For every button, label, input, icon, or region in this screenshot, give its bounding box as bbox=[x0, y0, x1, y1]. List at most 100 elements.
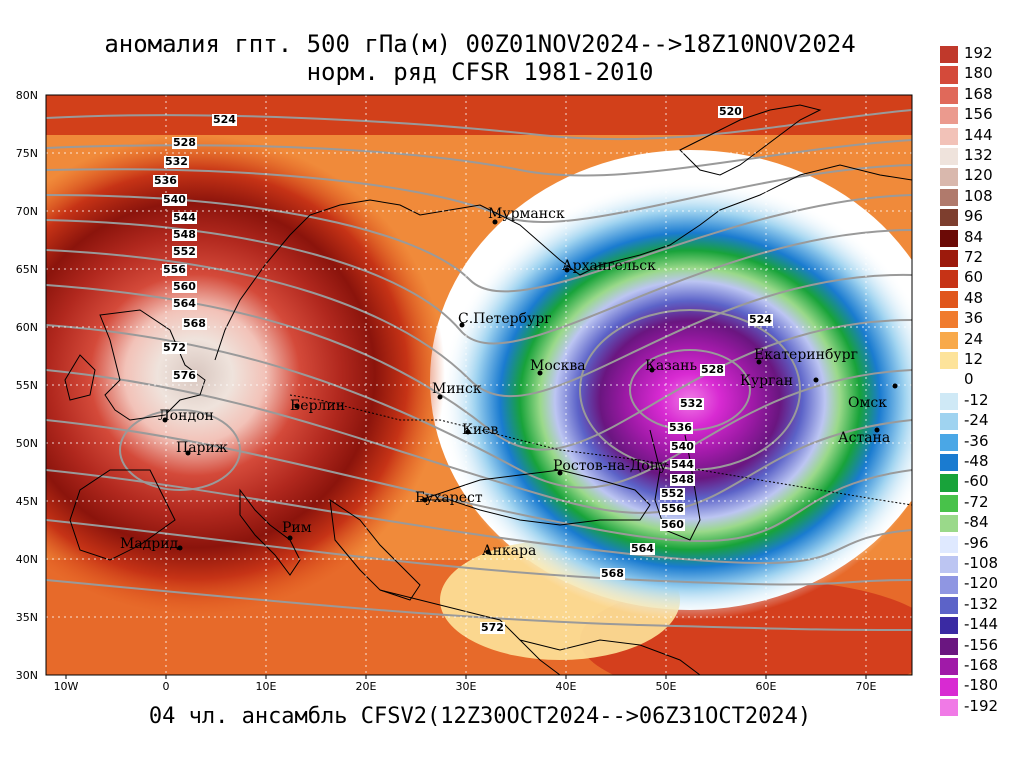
legend-label: -24 bbox=[964, 411, 989, 430]
legend-swatch bbox=[940, 270, 958, 288]
city-astana: Астана bbox=[838, 430, 891, 446]
legend-label: 36 bbox=[964, 309, 984, 328]
legend-swatch bbox=[940, 352, 958, 370]
contour-label: 564 bbox=[172, 297, 197, 310]
contour-label: 524 bbox=[212, 113, 237, 126]
legend-label: 180 bbox=[964, 64, 993, 83]
legend-label: 24 bbox=[964, 329, 984, 348]
lat-label: 35N bbox=[15, 611, 38, 624]
contour-label: 536 bbox=[153, 174, 178, 187]
city-murmansk: Мурманск bbox=[488, 206, 565, 222]
contour-label: 540 bbox=[162, 193, 187, 206]
legend-label: 108 bbox=[964, 186, 993, 205]
legend-label: -36 bbox=[964, 431, 989, 450]
city-arkhangelsk: Архангельск bbox=[562, 258, 656, 274]
legend-swatch bbox=[940, 46, 958, 64]
city-kazan: Казань bbox=[645, 358, 698, 374]
legend-label: -156 bbox=[964, 635, 999, 654]
legend-label: 144 bbox=[964, 125, 993, 144]
lat-label: 60N bbox=[15, 321, 38, 334]
legend-label: -108 bbox=[964, 554, 999, 572]
contour-label: 560 bbox=[172, 280, 197, 293]
ensemble-caption: 04 чл. ансамбль CFSV2(12Z30OCT2024-->06Z… bbox=[148, 704, 812, 729]
city-moscow: Москва bbox=[530, 358, 586, 374]
legend-swatch bbox=[940, 168, 958, 186]
city-madrid: Мадрид bbox=[120, 536, 179, 552]
contour-label: 548 bbox=[172, 228, 197, 241]
legend-label: 84 bbox=[964, 227, 984, 246]
city-markers bbox=[162, 219, 898, 555]
lat-label: 40N bbox=[15, 553, 38, 566]
city-rostov: Ростов-на-Дону bbox=[553, 458, 668, 474]
contour-label: 544 bbox=[172, 211, 197, 224]
legend-swatch bbox=[940, 127, 958, 145]
legend-swatch bbox=[940, 250, 958, 268]
legend-swatch bbox=[940, 392, 958, 410]
map-subtitle: норм. ряд CFSR 1981-2010 bbox=[306, 58, 654, 86]
legend-swatch bbox=[940, 535, 958, 553]
legend-swatch bbox=[940, 209, 958, 227]
contour-label: 572 bbox=[480, 621, 505, 634]
contour-label: 536 bbox=[668, 421, 693, 434]
legend-label: -144 bbox=[964, 615, 999, 634]
contour-label: 556 bbox=[660, 502, 685, 515]
city-paris: Париж bbox=[176, 440, 228, 456]
city-st-petersburg: С.Петербург bbox=[458, 311, 552, 327]
legend-swatch bbox=[940, 494, 958, 512]
contour-label: 548 bbox=[670, 473, 695, 486]
shaded-field bbox=[46, 95, 912, 675]
legend-swatch bbox=[940, 474, 958, 492]
contour-label: 544 bbox=[670, 458, 695, 471]
legend-swatch bbox=[940, 515, 958, 533]
legend-label: -96 bbox=[964, 533, 989, 552]
lat-label: 45N bbox=[15, 495, 38, 508]
lon-label: 60E bbox=[755, 680, 777, 693]
legend-label: 72 bbox=[964, 248, 984, 266]
city-omsk: Омск bbox=[848, 395, 887, 411]
legend-label: 12 bbox=[964, 350, 984, 368]
legend-swatch bbox=[940, 596, 958, 614]
legend-label: 156 bbox=[964, 105, 993, 124]
legend-swatch bbox=[940, 86, 958, 104]
city-kyiv: Киев bbox=[462, 422, 499, 438]
legend-label: -192 bbox=[964, 696, 999, 715]
legend-label: -120 bbox=[964, 574, 999, 593]
legend-label: 192 bbox=[964, 44, 993, 62]
legend-label: -72 bbox=[964, 492, 989, 511]
legend-label: -60 bbox=[964, 472, 989, 491]
legend-swatch bbox=[940, 148, 958, 166]
legend-label: -48 bbox=[964, 452, 989, 470]
contour-label: 528 bbox=[172, 136, 197, 149]
lon-label: 10W bbox=[53, 680, 79, 693]
legend-swatch bbox=[940, 678, 958, 696]
lon-label: 20E bbox=[355, 680, 377, 693]
legend-swatch bbox=[940, 637, 958, 655]
legend-swatch bbox=[940, 576, 958, 594]
legend-swatch bbox=[940, 413, 958, 431]
legend-label: -132 bbox=[964, 594, 999, 613]
legend-swatch bbox=[940, 311, 958, 329]
plot-frame bbox=[45, 94, 913, 676]
legend-swatch bbox=[940, 66, 958, 84]
legend-swatch bbox=[940, 372, 958, 390]
legend-swatch bbox=[940, 331, 958, 349]
lat-label: 55N bbox=[15, 379, 38, 392]
axis-ticks bbox=[65, 675, 867, 679]
legend-swatch bbox=[940, 617, 958, 635]
lat-label: 80N bbox=[15, 89, 38, 102]
legend-swatch bbox=[940, 290, 958, 308]
contour-label: 552 bbox=[172, 245, 197, 258]
legend-label: -180 bbox=[964, 676, 999, 695]
legend-label: 168 bbox=[964, 84, 993, 103]
contour-label: 556 bbox=[162, 263, 187, 276]
legend-swatch bbox=[940, 698, 958, 716]
city-bucharest: Бухарест bbox=[415, 490, 483, 506]
lon-label: 70E bbox=[855, 680, 877, 693]
city-rome: Рим bbox=[282, 520, 312, 536]
lon-label: 0 bbox=[162, 680, 170, 693]
city-yekaterinburg: Екатеринбург bbox=[754, 347, 858, 363]
contour-label: 524 bbox=[748, 313, 773, 326]
legend-label: -168 bbox=[964, 656, 999, 674]
